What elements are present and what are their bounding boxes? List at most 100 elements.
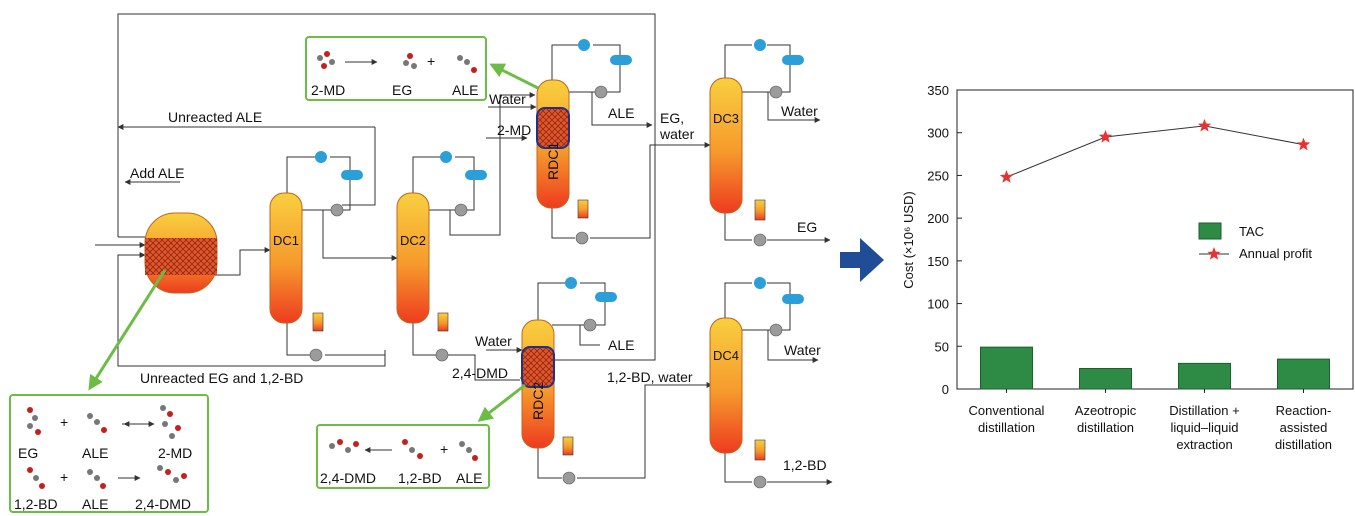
transition-arrow <box>840 238 884 282</box>
legend-profit-star <box>1207 247 1221 260</box>
water-rdc2-label: Water <box>475 333 512 349</box>
molecule-icon <box>329 439 478 461</box>
tac-bar <box>980 346 1033 390</box>
y-tick-label: 350 <box>927 83 949 98</box>
rdc1-to-dc3 <box>551 145 710 239</box>
reaction-box-reactor: + + EG ALE 2-MD 1,2-BD ALE 2,4-DMD <box>9 394 209 513</box>
rdc1-box-2md: 2-MD <box>311 82 345 98</box>
dc4-bd-out <box>724 450 832 482</box>
rdc1-box-ale: ALE <box>452 82 478 98</box>
recycle-pipe-top <box>117 13 656 361</box>
dc1-label: DC1 <box>273 233 299 248</box>
dc3-reflux <box>738 65 791 93</box>
rdc2-to-dc4 <box>537 385 712 479</box>
x-tick-label: liquid–liquid <box>1171 420 1239 435</box>
x-tick-label: Reaction- <box>1276 403 1332 418</box>
eg-water-label: EG, <box>660 110 684 126</box>
dc1-to-dc2 <box>322 210 398 261</box>
reactor-box-eg: EG <box>18 445 38 461</box>
x-tick-label: Distillation + <box>1169 403 1239 418</box>
column-dc1: DC1 <box>269 192 324 332</box>
reaction-box-rdc1: + 2-MD EG ALE <box>305 36 487 101</box>
y-tick-label: 100 <box>927 297 949 312</box>
profit-point <box>999 170 1014 183</box>
rdc1-reflux <box>565 65 621 93</box>
rdc1-label: RDC1 <box>545 142 561 180</box>
pumps <box>309 85 783 489</box>
rdc2-box-dmd: 2,4-DMD <box>320 470 376 486</box>
x-tick-label: Azeotropic <box>1075 403 1137 418</box>
dc1-bottom <box>286 322 318 356</box>
dc1-bottom-out <box>325 350 386 356</box>
rdc2-ale-label: ALE <box>608 337 634 353</box>
dc3-label: DC3 <box>713 111 739 126</box>
svg-text:+: + <box>60 414 68 430</box>
reactor-box-ale-2: ALE <box>82 496 108 512</box>
stream-labels: Unreacted ALE Add ALE Unreacted EG and 1… <box>130 91 827 473</box>
legend-profit-label: Annual profit <box>1239 246 1312 261</box>
rdc2-ale-out <box>579 325 600 346</box>
dc4-water-label: Water <box>784 342 821 358</box>
tac-bar <box>1277 358 1330 390</box>
molecule-icon <box>317 51 477 73</box>
y-tick-label: 250 <box>927 168 949 183</box>
svg-text:+: + <box>427 53 435 69</box>
y-tick-label: 300 <box>927 126 949 141</box>
dc1-reflux <box>296 178 351 211</box>
eg-water-label-2: water <box>659 126 695 142</box>
x-tick-label: assisted <box>1280 420 1328 435</box>
reactor-box-bd: 1,2-BD <box>14 496 58 512</box>
x-tick-label: distillation <box>1077 420 1134 435</box>
unreacted-eg-bd-label: Unreacted EG and 1,2-BD <box>140 370 303 386</box>
dc1-overhead <box>286 156 351 195</box>
dmd-feed-label: 2,4-DMD <box>452 365 508 381</box>
molecule-icon <box>27 405 187 489</box>
pipes <box>95 13 832 482</box>
y-tick-label: 0 <box>942 382 949 397</box>
rdc2-box-bd: 1,2-BD <box>398 470 442 486</box>
x-tick-label: distillation <box>1275 437 1332 452</box>
add-ale-label: Add ALE <box>130 165 185 181</box>
x-tick-label: extraction <box>1176 437 1232 452</box>
dc1-top-return <box>342 127 376 206</box>
rdc2-label: RDC2 <box>530 382 546 420</box>
rdc2-overhead <box>537 282 606 320</box>
profit-point <box>1197 118 1212 132</box>
legend: TAC Annual profit <box>1198 222 1312 261</box>
callout-arrows <box>88 63 539 422</box>
bd-product-label: 1,2-BD <box>783 457 827 473</box>
rdc1-overhead <box>551 44 621 80</box>
svg-text:+: + <box>60 469 68 485</box>
reactor-box-2md: 2-MD <box>158 445 192 461</box>
dc4-overhead <box>724 282 791 320</box>
profit-line <box>1006 125 1304 178</box>
x-tick-label: Conventional <box>969 403 1045 418</box>
unreacted-ale-label: Unreacted ALE <box>168 109 262 125</box>
column-dc4: DC4 <box>709 317 766 461</box>
dc2-bottom <box>412 322 520 381</box>
y-tick-label: 50 <box>935 339 949 354</box>
dc4-label: DC4 <box>713 348 739 363</box>
dc3-water-label: Water <box>781 103 818 119</box>
legend-tac-label: TAC <box>1239 224 1264 239</box>
rdc1-ale-label: ALE <box>608 105 634 121</box>
x-tick-label: distillation <box>978 420 1035 435</box>
reactor-vessel <box>144 212 218 294</box>
y-axis-label: Cost (×10⁶ USD) <box>901 191 916 288</box>
reactor-to-dc1 <box>215 247 271 276</box>
dc4-reflux <box>738 304 791 331</box>
bd-water-label: 1,2-BD, water <box>607 369 693 385</box>
cost-chart: 0 50 100 150 200 250 300 350 Conventional distil… <box>901 83 1354 452</box>
eg-product-label: EG <box>797 219 817 235</box>
column-dc2: DC2 <box>396 192 449 332</box>
dc3-eg-out <box>724 212 830 240</box>
profit-point <box>1098 129 1113 143</box>
dc2-to-rdc1 <box>449 92 536 236</box>
rdc2-box-ale: ALE <box>456 470 482 486</box>
rdc1-ale-out <box>591 92 653 128</box>
dc2-label: DC2 <box>400 233 426 248</box>
y-tick-label: 200 <box>927 211 949 226</box>
profit-point <box>1296 137 1311 151</box>
reactor-box-dmd: 2,4-DMD <box>135 496 191 512</box>
